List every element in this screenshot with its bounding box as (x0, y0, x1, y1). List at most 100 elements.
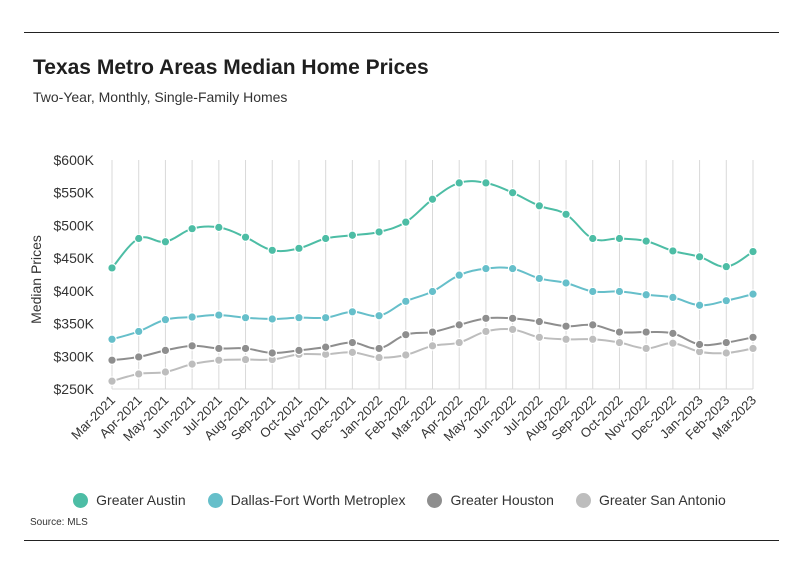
legend-item: Greater San Antonio (575, 492, 726, 508)
data-point (507, 263, 518, 274)
data-point (721, 295, 732, 306)
legend-item: Dallas-Fort Worth Metroplex (207, 492, 406, 508)
data-point (320, 312, 331, 323)
data-point (294, 345, 304, 356)
legend-label: Greater Austin (96, 492, 186, 508)
data-point (187, 341, 197, 351)
data-point (427, 286, 438, 297)
data-point (694, 300, 705, 311)
data-point (748, 332, 758, 343)
data-point (294, 312, 304, 323)
data-point (668, 338, 678, 348)
data-point (427, 327, 438, 337)
data-point (240, 232, 251, 243)
data-point (374, 343, 384, 354)
data-point (347, 306, 358, 317)
data-point (561, 321, 571, 331)
data-point (614, 337, 625, 348)
data-point (668, 246, 678, 256)
legend-swatch (427, 492, 443, 508)
data-point (694, 339, 705, 350)
y-tick-label: $300K (54, 348, 95, 364)
legend-swatch (207, 492, 223, 508)
data-point (214, 222, 224, 233)
data-point (400, 296, 411, 307)
data-point (481, 263, 491, 274)
data-point (320, 233, 331, 244)
data-point (133, 369, 144, 379)
data-point (294, 243, 304, 254)
data-point (587, 286, 598, 297)
data-point (694, 252, 705, 262)
data-point (214, 343, 224, 354)
data-point (400, 329, 411, 340)
data-point (454, 178, 465, 188)
y-tick-label: $500K (54, 217, 95, 233)
legend-label: Greater Houston (450, 492, 554, 508)
data-point (748, 246, 758, 257)
data-point (240, 312, 251, 323)
data-point (721, 348, 732, 358)
data-point (614, 233, 625, 244)
data-point (534, 332, 545, 343)
legend-label: Dallas-Fort Worth Metroplex (230, 492, 406, 508)
data-point (400, 217, 411, 227)
data-point (160, 236, 171, 247)
data-point (481, 326, 491, 337)
data-point (133, 326, 144, 337)
chart-subtitle: Two-Year, Monthly, Single-Family Homes (33, 89, 288, 105)
y-tick-label: $600K (54, 152, 95, 168)
data-point (641, 327, 651, 337)
data-point (668, 328, 678, 339)
data-point (347, 337, 358, 348)
data-point (400, 350, 411, 360)
legend-swatch (73, 492, 89, 508)
data-point (160, 367, 171, 377)
data-point (454, 337, 465, 348)
data-point (641, 289, 651, 300)
data-point (507, 313, 518, 324)
data-point (187, 223, 197, 234)
data-point (721, 261, 732, 272)
data-point (614, 327, 625, 337)
legend-item: Greater Houston (427, 492, 554, 508)
data-point (641, 236, 651, 246)
data-point (240, 354, 251, 365)
data-point (427, 341, 438, 351)
data-point (267, 348, 278, 358)
data-point (347, 347, 358, 358)
data-point (240, 343, 251, 354)
data-point (534, 316, 545, 327)
data-point (454, 270, 465, 280)
data-point (481, 313, 491, 324)
chart-title: Texas Metro Areas Median Home Prices (33, 56, 429, 79)
y-tick-label: $400K (54, 283, 95, 299)
data-point (267, 245, 278, 256)
data-point (374, 352, 384, 363)
data-point (133, 233, 144, 244)
data-point (587, 334, 598, 345)
data-point (748, 289, 758, 299)
y-tick-label: $450K (54, 250, 95, 266)
data-point (214, 310, 224, 320)
data-point (320, 342, 331, 352)
data-point (721, 337, 732, 348)
data-point (641, 343, 651, 354)
data-point (587, 320, 598, 330)
data-point (214, 355, 224, 366)
data-point (160, 314, 171, 325)
legend-label: Greater San Antonio (598, 492, 726, 508)
data-point (267, 314, 278, 324)
data-point (107, 263, 117, 273)
data-point (534, 273, 545, 284)
data-point (160, 345, 171, 356)
chart-legend: Greater Austin Dallas-Fort Worth Metrople… (0, 492, 799, 508)
source-note: Source: MLS (30, 517, 88, 528)
data-point (454, 320, 465, 330)
data-point (507, 324, 518, 335)
data-point (133, 352, 144, 362)
data-point (561, 209, 571, 220)
data-point (107, 334, 117, 345)
legend-item: Greater Austin (73, 492, 186, 508)
